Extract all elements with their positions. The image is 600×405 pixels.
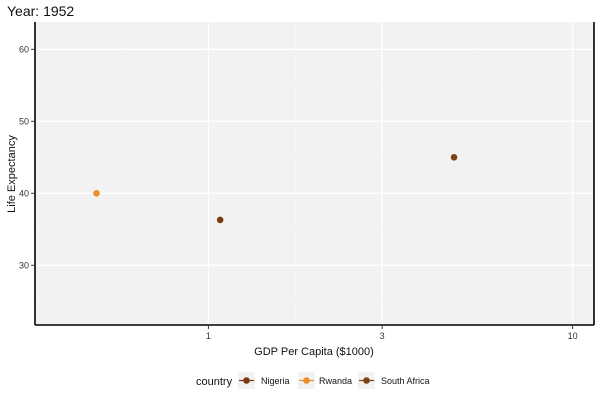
- data-points: [93, 154, 458, 224]
- axes: [34, 22, 595, 326]
- x-axis-ticks: 1 3 10: [206, 325, 578, 341]
- y-tick-label: 50: [19, 116, 29, 126]
- x-tick-label: 1: [206, 331, 211, 341]
- grid-lines: [35, 22, 594, 325]
- chart-title: Year: 1952: [7, 3, 75, 19]
- data-point: [93, 189, 100, 197]
- legend-key-point: [303, 377, 310, 384]
- y-axis-ticks: 30 40 50 60: [19, 44, 35, 270]
- legend-label: South Africa: [381, 376, 430, 386]
- x-tick-label: 10: [568, 331, 578, 341]
- legend-title: country: [196, 376, 233, 388]
- y-tick-label: 30: [19, 260, 29, 270]
- y-tick-label: 60: [19, 44, 29, 54]
- data-point: [450, 154, 458, 161]
- legend-key-point: [363, 377, 370, 384]
- data-point: [216, 216, 224, 224]
- legend-key-point: [243, 377, 250, 384]
- x-tick-label: 3: [380, 331, 385, 341]
- legend-label: Nigeria: [261, 376, 290, 386]
- y-axis-title: Life Expectancy: [6, 135, 18, 213]
- plot-panel: [35, 22, 594, 325]
- x-axis-title: GDP Per Capita ($1000): [254, 346, 374, 358]
- legend-entries: Nigeria Rwanda South Africa: [238, 372, 430, 389]
- y-tick-label: 40: [19, 188, 29, 198]
- legend-label: Rwanda: [319, 376, 352, 386]
- legend: country Nigeria Rwanda South Africa: [196, 372, 430, 389]
